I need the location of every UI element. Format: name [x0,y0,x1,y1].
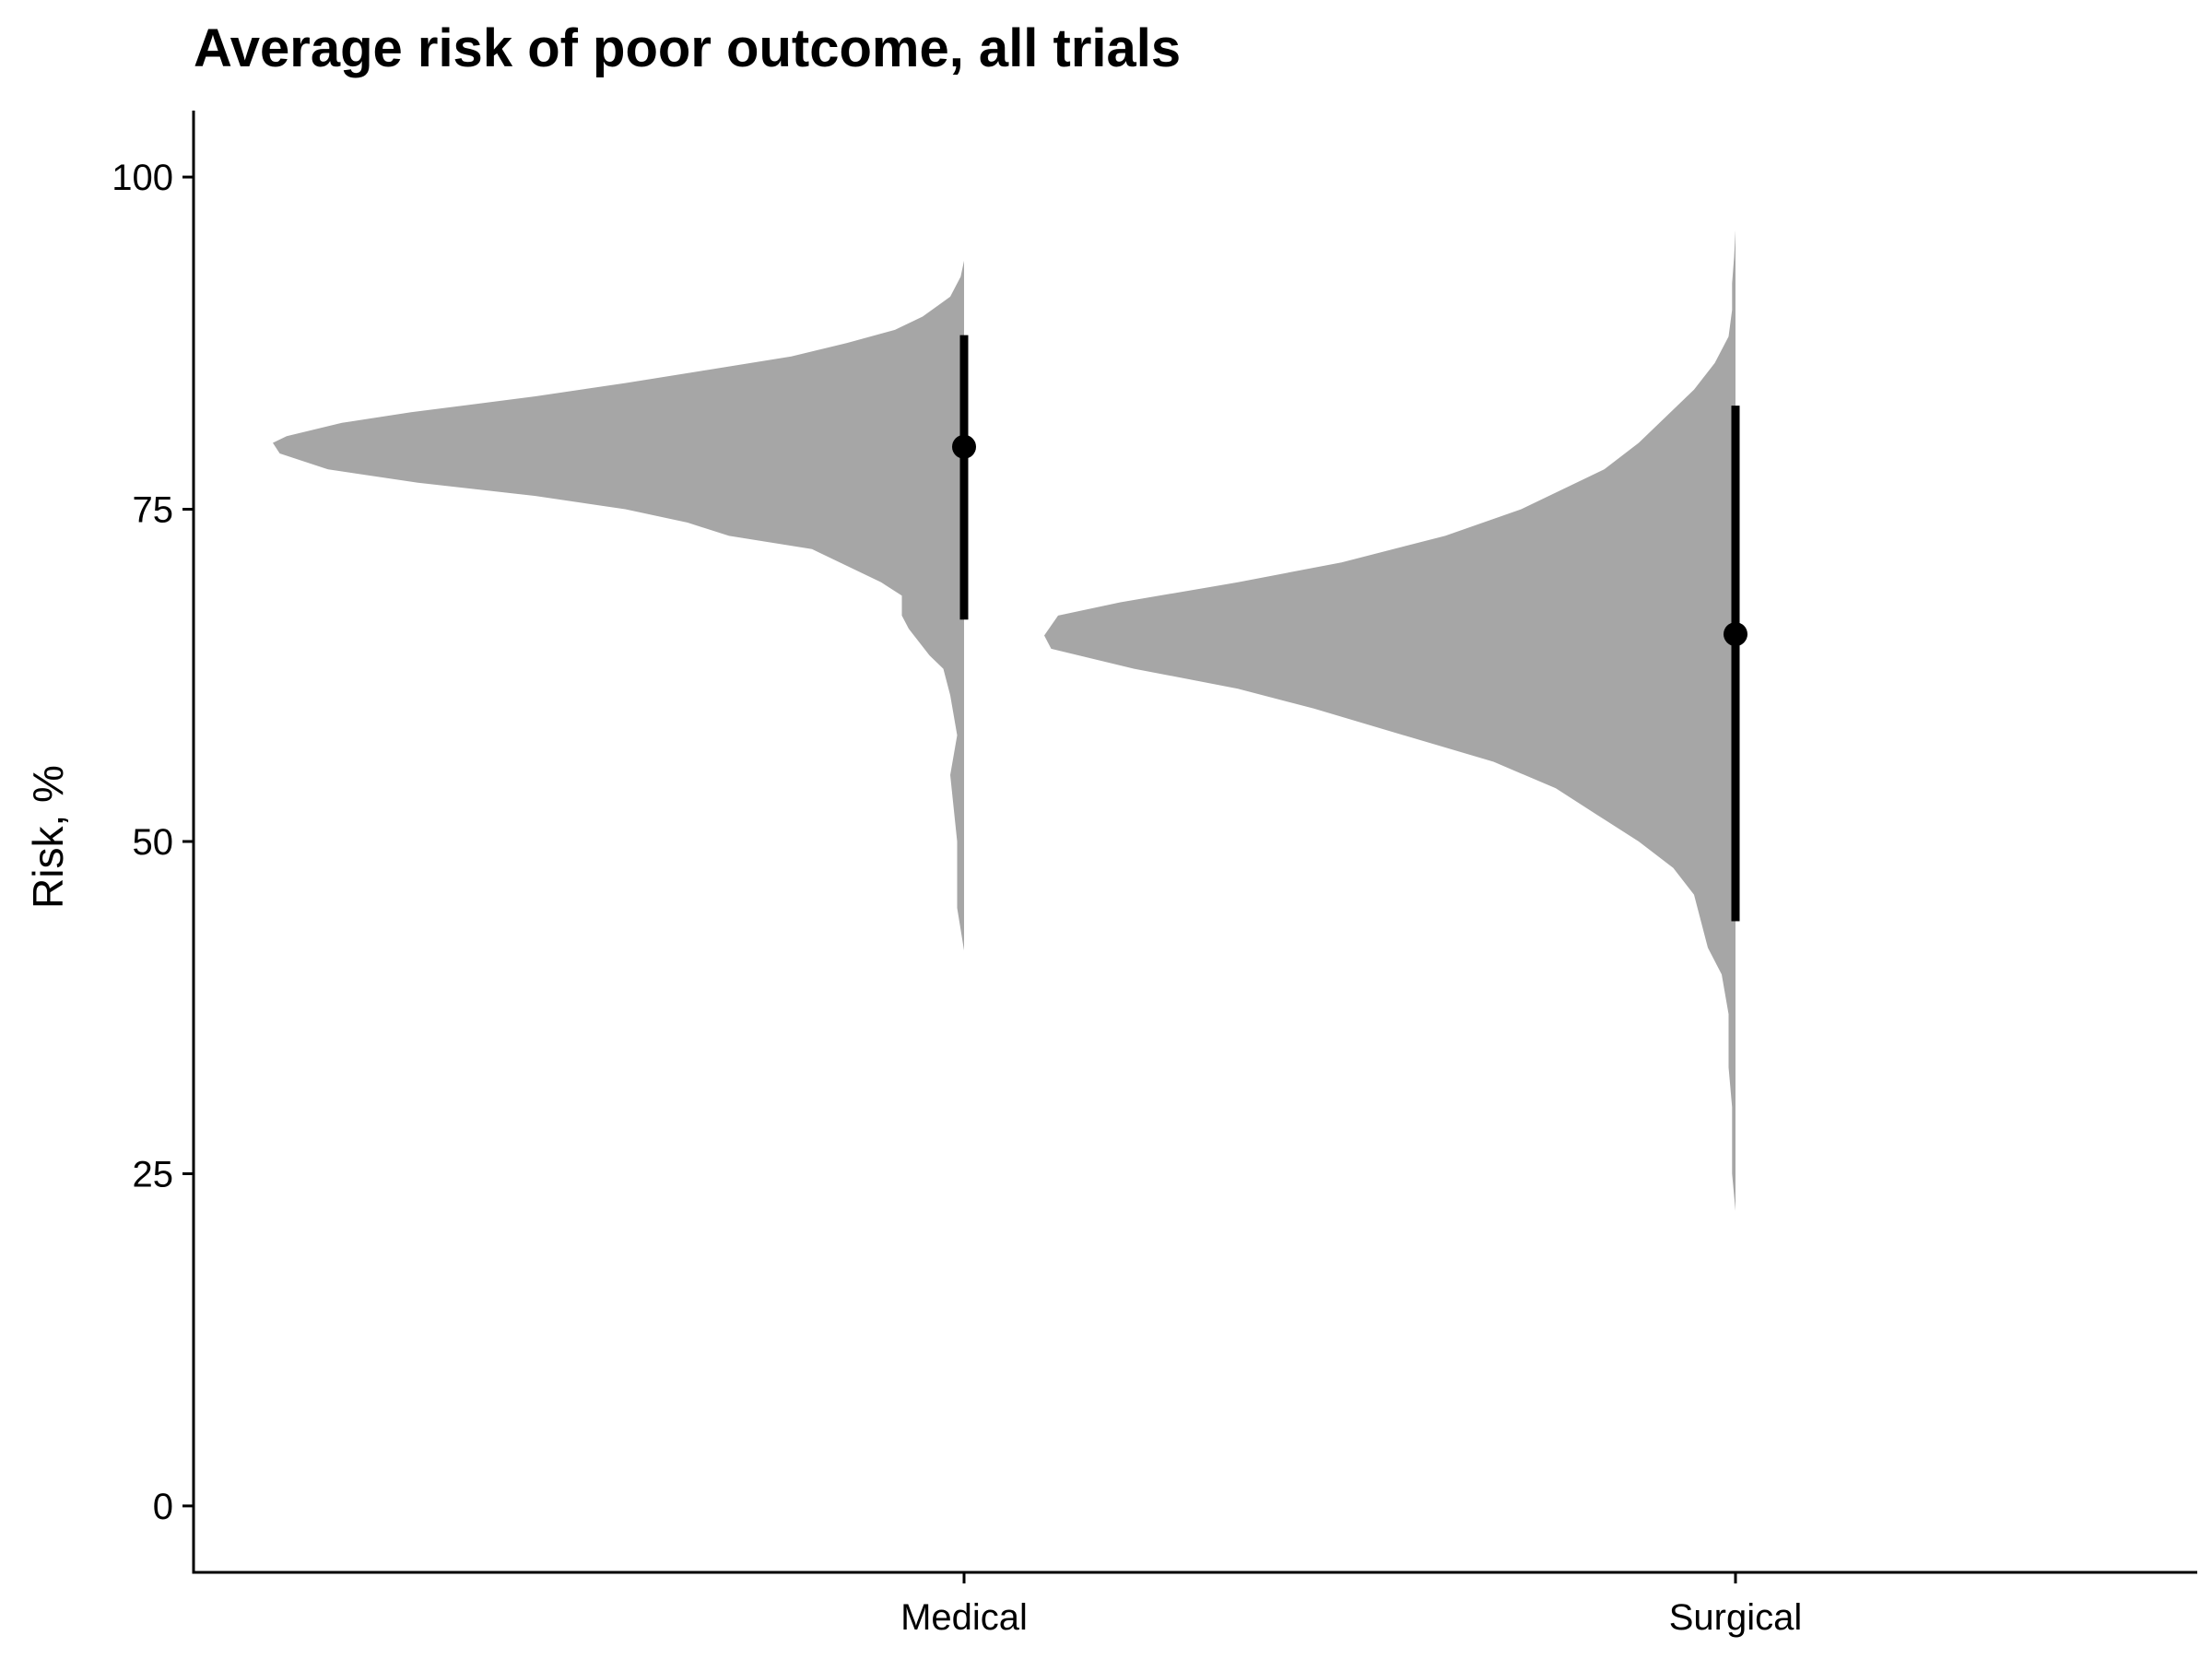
x-tick-label-surgical: Surgical [1669,1597,1803,1638]
point-surgical [1724,622,1747,647]
y-tick-label-100: 100 [112,158,173,198]
y-tick-label-0: 0 [153,1487,173,1527]
chart-title: Average risk of poor outcome, all trials [194,18,1181,78]
plot-area [273,229,1747,1211]
y-tick-label-25: 25 [133,1154,174,1194]
y-tick-label-75: 75 [133,490,174,531]
x-tick-label-medical: Medical [900,1597,1028,1638]
x-axis: Medical Surgical [192,1571,2197,1638]
density-surgical [1044,229,1735,1211]
density-medical [273,260,964,951]
y-tick-label-50: 50 [133,822,174,863]
y-axis-title: Risk, % [24,765,72,909]
point-medical [952,434,976,459]
y-axis: 0 25 50 75 100 [112,111,195,1572]
